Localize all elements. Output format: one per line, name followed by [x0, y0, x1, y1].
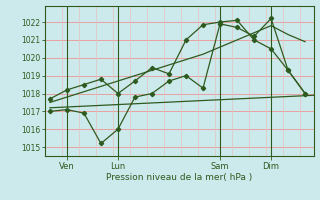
X-axis label: Pression niveau de la mer( hPa ): Pression niveau de la mer( hPa ) [106, 173, 252, 182]
